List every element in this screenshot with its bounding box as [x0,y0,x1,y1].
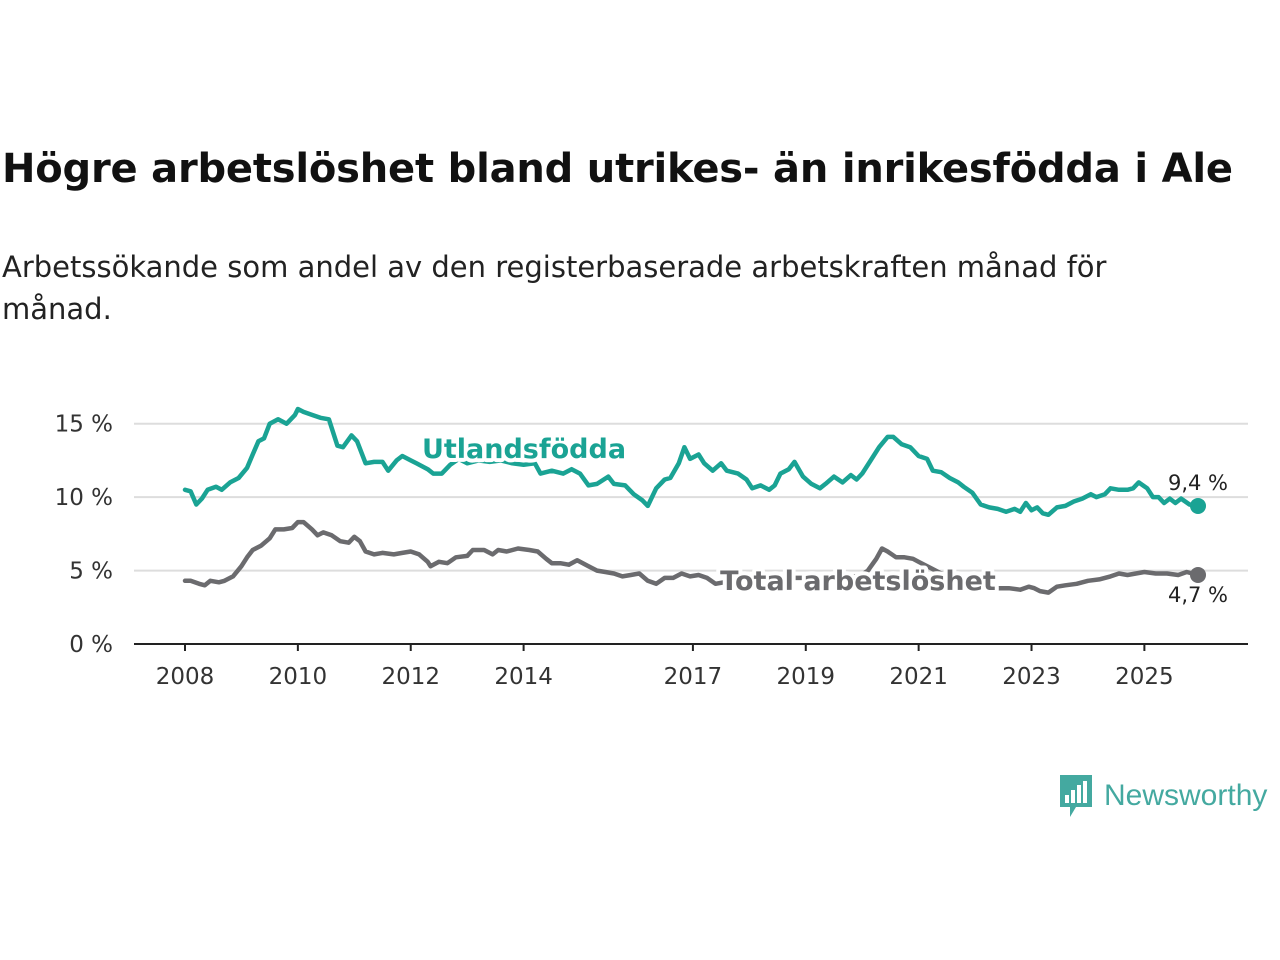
x-tick-label: 2012 [381,664,440,690]
x-tick-label: 2021 [889,664,948,690]
brand-logo: Newsworthy [1058,772,1267,820]
x-axis-ticks: 2008 2010 2012 2014 2017 2019 2021 2023 2025 [156,644,1174,690]
y-axis-ticks: 0 % 5 % 10 % 15 % [55,412,113,658]
brand-name: Newsworthy [1104,779,1268,812]
end-label-utlandsfodda: 9,4 % [1168,471,1228,495]
end-point-utlandsfodda [1190,497,1206,514]
series-label-utlandsfodda: Utlandsfödda [422,434,626,465]
x-tick-label: 2017 [664,664,723,690]
bar-chart-speech-bubble-icon [1060,775,1092,817]
y-tick-label: 0 % [69,632,113,658]
x-tick-label: 2019 [777,664,836,690]
y-tick-label: 5 % [69,559,113,585]
grid-lines [134,422,1248,645]
chart-subtitle: Arbetssökande som andel av den registerb… [2,250,1107,326]
series-lines [182,406,1206,595]
x-tick-label: 2008 [156,664,215,690]
series-line-total [182,519,1201,595]
page-title: Högre arbetslöshet bland utrikes- än inr… [2,146,1233,192]
line-chart: 0 %5 %10 %15 % 2008 2010 2012 2014 2017 2019 2… [55,406,1248,690]
end-point-total [1190,566,1206,583]
series-line-utlandsfodda [182,406,1201,518]
x-tick-label: 2023 [1002,664,1061,690]
y-tick-label: 15 % [55,412,113,438]
series-labels: Utlandsfödda Total arbetslöshet 9,4 % 4,7 % [418,430,1231,609]
series-label-total: Total arbetslöshet [720,566,996,597]
x-tick-label: 2014 [494,664,553,690]
y-tick-label: 10 % [55,485,113,511]
x-tick-label: 2010 [269,664,328,690]
end-label-total: 4,7 % [1168,583,1228,607]
x-tick-label: 2025 [1115,664,1174,690]
